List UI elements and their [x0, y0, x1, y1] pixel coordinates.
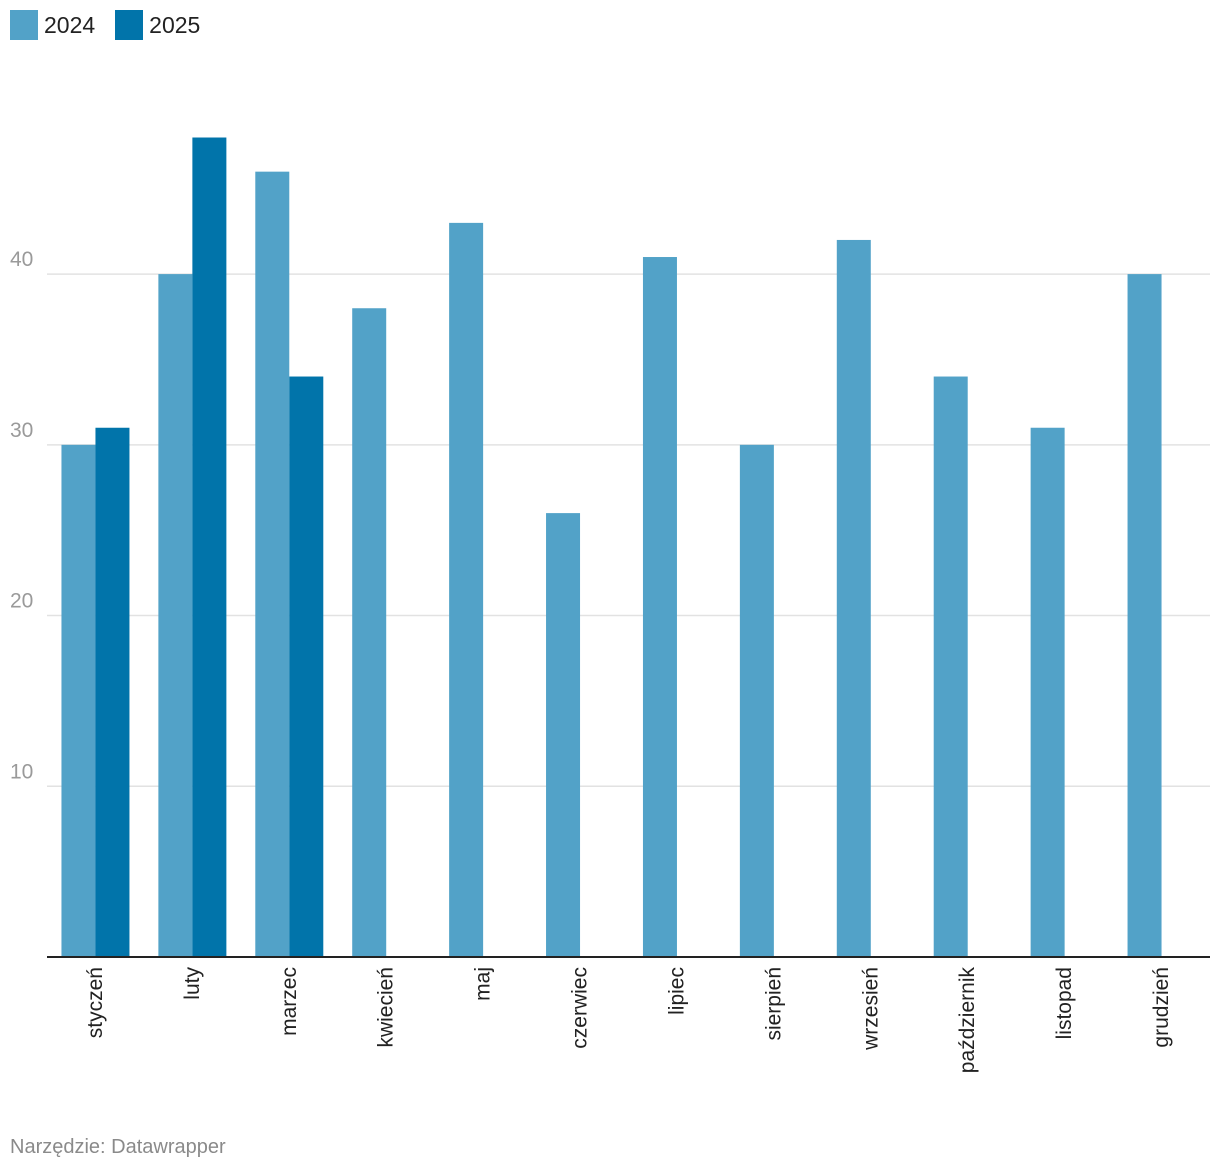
- bar-2025-luty[interactable]: [192, 137, 227, 957]
- bar-2024-styczeń[interactable]: [61, 444, 96, 958]
- y-tick-label: 40: [10, 248, 33, 271]
- bar-2024-wrzesień[interactable]: [836, 239, 871, 957]
- gridlines: 10 20 30 40: [10, 248, 1210, 788]
- bar-chart: 10 20 30 40 styczeń luty marzec kwiecień maj cze…: [10, 137, 1210, 1074]
- x-tick-label-luty: luty: [181, 967, 204, 1000]
- x-tick-label-październik: październik: [956, 967, 979, 1074]
- x-tick-label-styczeń: styczeń: [84, 967, 107, 1038]
- legend-swatch-2025: [115, 10, 144, 40]
- bar-2024-kwiecień[interactable]: [352, 308, 387, 957]
- bar-2024-sierpień[interactable]: [739, 444, 774, 958]
- bar-2024-maj[interactable]: [449, 222, 484, 957]
- legend-item-2025[interactable]: 2025: [115, 10, 200, 40]
- y-tick-label: 20: [10, 590, 33, 613]
- bar-2024-czerwiec[interactable]: [546, 513, 581, 957]
- bars: [61, 137, 1162, 958]
- legend: 2024 2025: [10, 10, 200, 40]
- legend-label-2025: 2025: [149, 11, 201, 38]
- x-tick-label-sierpień: sierpień: [762, 967, 785, 1041]
- x-tick-label-listopad: listopad: [1053, 967, 1076, 1039]
- x-tick-label-grudzień: grudzień: [1150, 967, 1173, 1048]
- legend-label-2024: 2024: [44, 11, 96, 38]
- x-tick-label-lipiec: lipiec: [665, 967, 688, 1015]
- x-tick-label-maj: maj: [472, 967, 495, 1001]
- x-tick-label-wrzesień: wrzesień: [859, 967, 882, 1051]
- x-tick-labels: styczeń luty marzec kwiecień maj czerwiec lipi…: [84, 967, 1173, 1074]
- bar-2024-grudzień[interactable]: [1127, 274, 1162, 957]
- y-tick-label: 10: [10, 760, 33, 783]
- x-tick-label-czerwiec: czerwiec: [569, 967, 592, 1049]
- y-tick-label: 30: [10, 419, 33, 442]
- legend-swatch-2024: [10, 10, 38, 40]
- bar-2024-marzec[interactable]: [255, 171, 290, 957]
- bar-2025-marzec[interactable]: [289, 376, 324, 958]
- legend-item-2024[interactable]: 2024: [10, 10, 95, 40]
- bar-2024-październik[interactable]: [933, 376, 968, 958]
- bar-2024-listopad[interactable]: [1030, 427, 1065, 957]
- bar-2024-luty[interactable]: [158, 274, 193, 957]
- source-footer: Narzędzie: Datawrapper: [10, 1136, 226, 1158]
- x-tick-label-kwiecień: kwiecień: [375, 967, 398, 1048]
- bar-2024-lipiec[interactable]: [642, 257, 677, 957]
- x-tick-label-marzec: marzec: [278, 967, 301, 1036]
- bar-2025-styczeń[interactable]: [95, 427, 130, 957]
